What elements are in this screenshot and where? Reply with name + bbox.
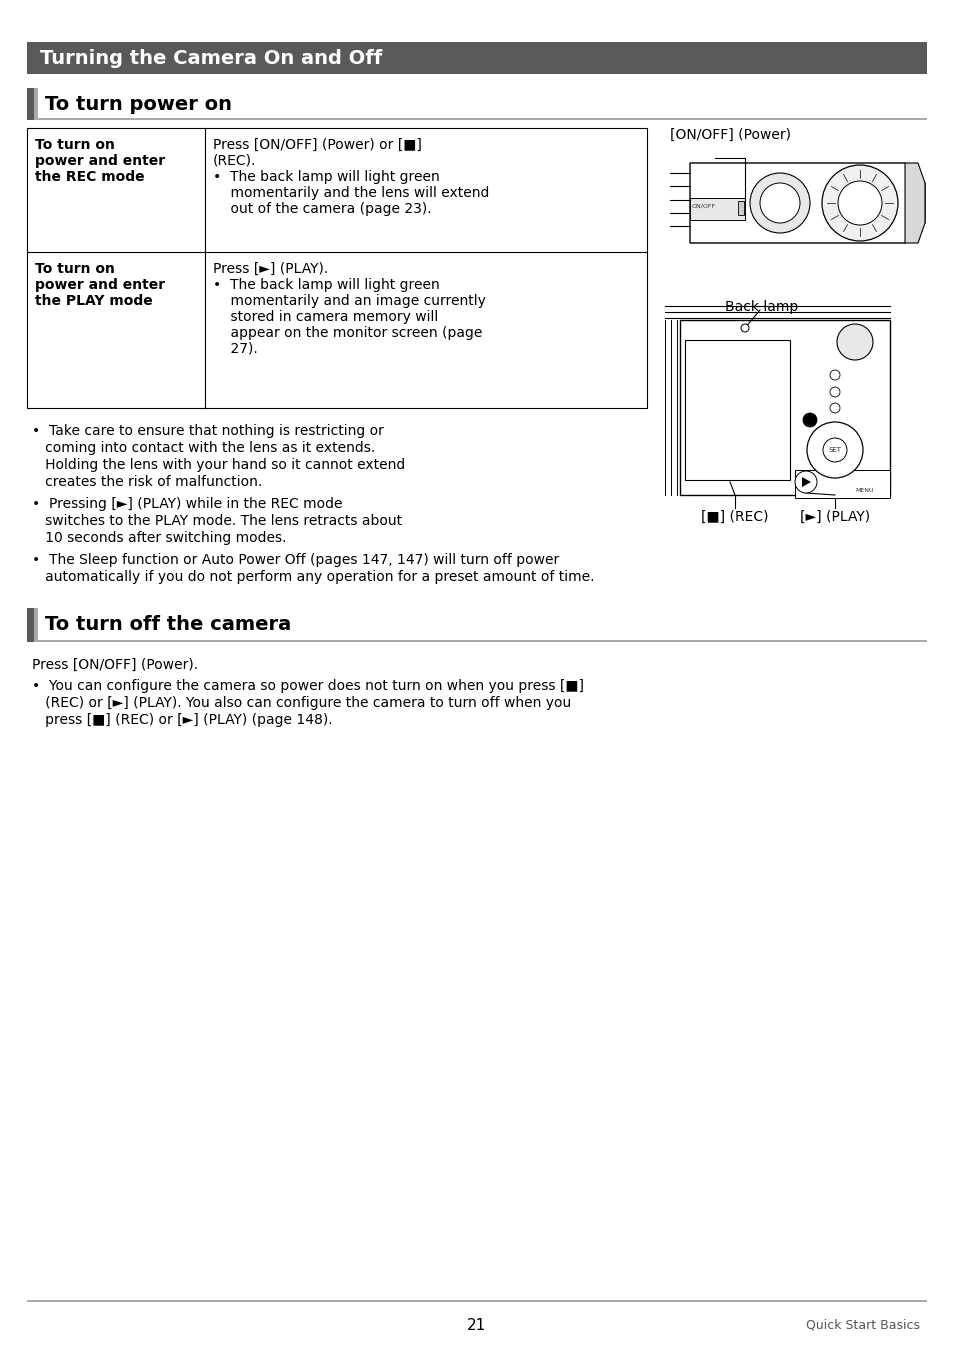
Text: press [■] (REC) or [►] (PLAY) (page 148).: press [■] (REC) or [►] (PLAY) (page 148)…: [32, 712, 333, 727]
Text: To turn on
power and enter
the PLAY mode: To turn on power and enter the PLAY mode: [35, 262, 165, 308]
Text: (REC) or [►] (PLAY). You also can configure the camera to turn off when you: (REC) or [►] (PLAY). You also can config…: [32, 696, 571, 710]
Text: switches to the PLAY mode. The lens retracts about: switches to the PLAY mode. The lens retr…: [32, 514, 402, 528]
Text: momentarily and the lens will extend: momentarily and the lens will extend: [213, 186, 489, 199]
Text: •  The back lamp will light green: • The back lamp will light green: [213, 170, 439, 185]
Text: Press [ON/OFF] (Power).: Press [ON/OFF] (Power).: [32, 658, 198, 672]
Circle shape: [829, 387, 840, 398]
Polygon shape: [904, 163, 924, 243]
Text: Press [ON/OFF] (Power) or [■]: Press [ON/OFF] (Power) or [■]: [213, 138, 421, 152]
Text: 21: 21: [467, 1318, 486, 1333]
Bar: [684, 341, 789, 480]
Text: •  Pressing [►] (PLAY) while in the REC mode: • Pressing [►] (PLAY) while in the REC m…: [32, 497, 342, 512]
Polygon shape: [689, 163, 924, 243]
Circle shape: [802, 413, 816, 427]
Text: [ON/OFF] (Power): [ON/OFF] (Power): [669, 128, 790, 142]
Bar: [679, 320, 889, 495]
Text: •  You can configure the camera so power does not turn on when you press [■]: • You can configure the camera so power …: [32, 678, 583, 693]
Text: To turn off the camera: To turn off the camera: [45, 616, 291, 635]
Text: Back lamp: Back lamp: [724, 300, 798, 313]
Circle shape: [760, 183, 800, 223]
Text: Press [►] (PLAY).: Press [►] (PLAY).: [213, 262, 328, 275]
Text: •  Take care to ensure that nothing is restricting or: • Take care to ensure that nothing is re…: [32, 423, 383, 438]
Text: To turn power on: To turn power on: [45, 95, 232, 114]
Bar: [27, 42, 926, 75]
Text: [►] (PLAY): [►] (PLAY): [800, 510, 869, 524]
Text: momentarily and an image currently: momentarily and an image currently: [213, 294, 485, 308]
Text: •  The Sleep function or Auto Power Off (pages 147, 147) will turn off power: • The Sleep function or Auto Power Off (…: [32, 554, 558, 567]
Text: (REC).: (REC).: [213, 153, 256, 168]
Text: 27).: 27).: [213, 342, 257, 356]
Text: DISP: DISP: [826, 430, 842, 436]
Text: appear on the monitor screen (page: appear on the monitor screen (page: [213, 326, 482, 341]
Circle shape: [822, 438, 846, 461]
Bar: [27, 1300, 926, 1301]
Text: [■] (REC): [■] (REC): [700, 510, 768, 524]
Circle shape: [749, 172, 809, 233]
Text: Holding the lens with your hand so it cannot extend: Holding the lens with your hand so it ca…: [32, 459, 405, 472]
Text: Quick Start Basics: Quick Start Basics: [805, 1318, 919, 1331]
Bar: [27, 88, 34, 119]
Circle shape: [829, 370, 840, 380]
Circle shape: [740, 324, 748, 332]
Text: automatically if you do not perform any operation for a preset amount of time.: automatically if you do not perform any …: [32, 570, 594, 584]
Text: Turning the Camera On and Off: Turning the Camera On and Off: [40, 49, 382, 68]
Bar: [27, 641, 926, 642]
Text: ON/OFF: ON/OFF: [691, 204, 716, 209]
Bar: [27, 608, 34, 642]
Polygon shape: [801, 478, 810, 487]
Text: SET: SET: [827, 446, 841, 453]
Circle shape: [806, 422, 862, 478]
Text: creates the risk of malfunction.: creates the risk of malfunction.: [32, 475, 262, 489]
Text: coming into contact with the lens as it extends.: coming into contact with the lens as it …: [32, 441, 375, 455]
Circle shape: [837, 180, 882, 225]
Bar: [27, 118, 926, 119]
Bar: [27, 128, 646, 408]
Text: To turn on
power and enter
the REC mode: To turn on power and enter the REC mode: [35, 138, 165, 185]
Circle shape: [794, 471, 816, 493]
Text: 10 seconds after switching modes.: 10 seconds after switching modes.: [32, 531, 286, 546]
Text: •  The back lamp will light green: • The back lamp will light green: [213, 278, 439, 292]
Circle shape: [836, 324, 872, 360]
Bar: [34, 608, 38, 642]
Bar: [34, 88, 38, 119]
Bar: [689, 198, 744, 220]
Text: stored in camera memory will: stored in camera memory will: [213, 309, 437, 324]
Circle shape: [829, 403, 840, 413]
Text: out of the camera (page 23).: out of the camera (page 23).: [213, 202, 431, 216]
Text: MENU: MENU: [855, 489, 873, 493]
Circle shape: [821, 166, 897, 242]
Bar: [738, 201, 743, 214]
Bar: [794, 470, 889, 498]
